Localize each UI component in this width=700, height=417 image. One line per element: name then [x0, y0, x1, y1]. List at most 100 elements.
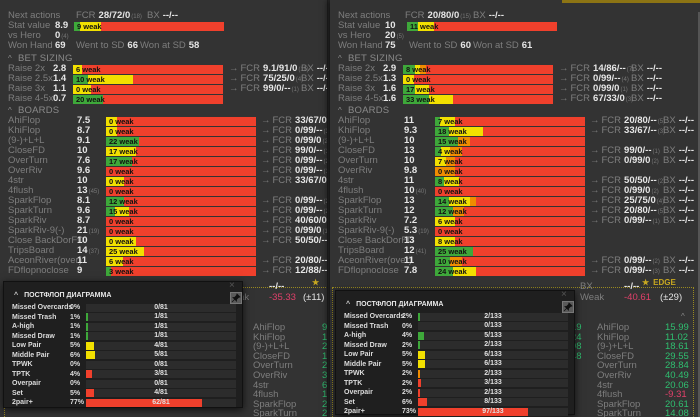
won-at-sd: Won at SD 58 — [140, 41, 199, 51]
boards-header[interactable]: ^ BOARDS — [338, 106, 700, 116]
bet-sizing-bx: BX--/-- — [301, 64, 327, 74]
fcr-label: FCR — [601, 185, 622, 196]
bar-green-segment — [403, 84, 415, 94]
bar-yellow-segment — [448, 126, 483, 136]
chevron-up-icon[interactable]: ^ — [681, 312, 685, 321]
stat-value-label: Stat value — [338, 20, 381, 31]
edge-row-label: SparkFlop — [597, 398, 641, 410]
bar-yellow-segment — [106, 146, 136, 156]
bar-label: 8 weak — [406, 64, 431, 74]
postflop-row-fraction: 6/133 — [484, 350, 502, 358]
postflop-row: TPTK 4% 3/81 — [12, 370, 236, 379]
postflop-row: Low Pair 5% 4/81 — [12, 341, 236, 350]
close-icon[interactable]: × — [561, 289, 567, 300]
edge-weak-ci: (±29) — [660, 292, 683, 303]
bar-yellow-segment — [73, 84, 91, 94]
vs-hero-label: vs Hero — [338, 30, 371, 41]
bx-value: --/-- — [678, 185, 694, 196]
pin-icon[interactable] — [230, 292, 242, 304]
arrow-icon: → — [559, 63, 569, 74]
chevron-up-icon[interactable]: ^ — [8, 106, 12, 115]
bar-orange-segment — [457, 136, 470, 146]
next-actions-row: Next actions FCR 20/80/0(15) BX --/-- — [338, 11, 700, 21]
fcr-count: (4) — [656, 199, 665, 205]
weak-bar: 0 weak — [403, 74, 553, 84]
fcr-label: FCR — [240, 73, 261, 84]
edge-row-right-value: 28.84 — [665, 360, 689, 372]
bet-sizing-header[interactable]: ^ BET SIZING — [8, 54, 327, 64]
arrow-icon: → — [261, 235, 271, 246]
postflop-row: Set 6% 8/133 — [344, 398, 568, 407]
board-value: 11 — [404, 116, 414, 126]
weak-bar: 0 weak — [435, 186, 585, 196]
popup-title[interactable]: ^ ПОСТФЛОП ДИАГРАММА — [14, 292, 111, 299]
postflop-row-track: 2/133 — [418, 341, 568, 349]
postflop-row: Missed Trash 1% 1/81 — [12, 313, 236, 322]
postflop-row-fraction: 5/133 — [484, 331, 502, 339]
chevron-up-icon[interactable]: ^ — [338, 54, 342, 63]
arrow-icon: → — [261, 215, 271, 226]
edge-row-label: 4flush — [597, 389, 623, 401]
postflop-row-fill — [418, 369, 421, 378]
close-icon[interactable]: × — [229, 280, 235, 291]
board-fcr: → FCR 33/67/--(3) — [590, 126, 665, 137]
chevron-up-icon[interactable]: ^ — [338, 106, 342, 115]
bar-label: 0 weak — [109, 176, 134, 186]
won-at-sd-label: Won at SD — [473, 40, 519, 51]
postflop-row-fraction: 1/81 — [154, 322, 168, 330]
arrow-icon: → — [261, 205, 271, 216]
edge-row-label: SparkTurn — [253, 408, 297, 417]
popup-title[interactable]: ^ ПОСТФЛОП ДИАГРАММА — [346, 301, 443, 308]
bar-label: 7 weak — [438, 116, 463, 126]
postflop-row-fraction: 1/81 — [154, 313, 168, 320]
scrollbar[interactable] — [698, 12, 700, 417]
board-label: SparkRiv — [8, 215, 47, 226]
fcr-label: FCR — [601, 265, 622, 276]
bx-label: BX — [663, 255, 676, 266]
board-label: CloseFD — [338, 145, 375, 156]
bar-yellow-segment — [80, 21, 101, 31]
postflop-row-label: Set — [12, 389, 23, 397]
bar-label: 0 weak — [109, 166, 134, 176]
weak-bar: 22 weak — [106, 136, 256, 146]
bx-label: BX — [663, 195, 676, 206]
board-value: 9.8 — [404, 166, 417, 176]
chevron-up-icon[interactable]: ^ — [346, 301, 351, 308]
arrow-icon: → — [261, 265, 271, 276]
fcr-count: (1) — [322, 229, 328, 235]
bar-green-segment — [435, 176, 444, 186]
postflop-row-pct: 2% — [402, 341, 413, 349]
bet-sizing-value: 1.1 — [53, 83, 67, 94]
bar-yellow-segment — [415, 64, 420, 74]
arrow-icon: → — [590, 155, 600, 166]
edge-row-right-value: 1 — [322, 331, 328, 343]
weak-bar: 4 weak — [435, 146, 585, 156]
chevron-up-icon[interactable]: ^ — [14, 292, 19, 299]
board-row: 4flush 10(40) 0 weak → FCR 0/99/0(2) BX --/-- — [338, 186, 700, 196]
board-label: TripsBoard — [338, 245, 385, 256]
fcr-label: FCR — [272, 165, 293, 176]
weak-bar: 0 weak — [106, 166, 256, 176]
fcr-value: 0/99/-- — [624, 215, 652, 226]
pin-icon[interactable] — [562, 301, 574, 313]
postflop-row-track: 4/81 — [86, 389, 236, 397]
bar-label: 4 weak — [438, 146, 463, 156]
fcr-count: (5) — [657, 119, 666, 125]
chevron-up-icon[interactable]: ^ — [8, 54, 12, 63]
board-row: Close BackDorFD 13 8 weak — [338, 236, 700, 246]
postflop-row-fraction: 4/81 — [154, 341, 168, 349]
bar-label: 6 weak — [76, 64, 101, 74]
bet-sizing-row: Raise 2x 2.9 8 weak → FCR 14/86/--(7) BX --/-- — [338, 64, 700, 74]
edge-weak-label: Weak — [580, 292, 605, 303]
bar-label: 17 weak — [109, 146, 138, 156]
postflop-row-track: 5/81 — [86, 351, 236, 359]
bx-label: BX — [473, 10, 486, 21]
bar-yellow-segment — [453, 266, 476, 276]
bar-label: 12 weak — [438, 206, 467, 216]
bx-value: --/-- — [678, 265, 694, 276]
boards-header[interactable]: ^ BOARDS — [8, 106, 327, 116]
bet-sizing-header[interactable]: ^ BET SIZING — [338, 54, 700, 64]
